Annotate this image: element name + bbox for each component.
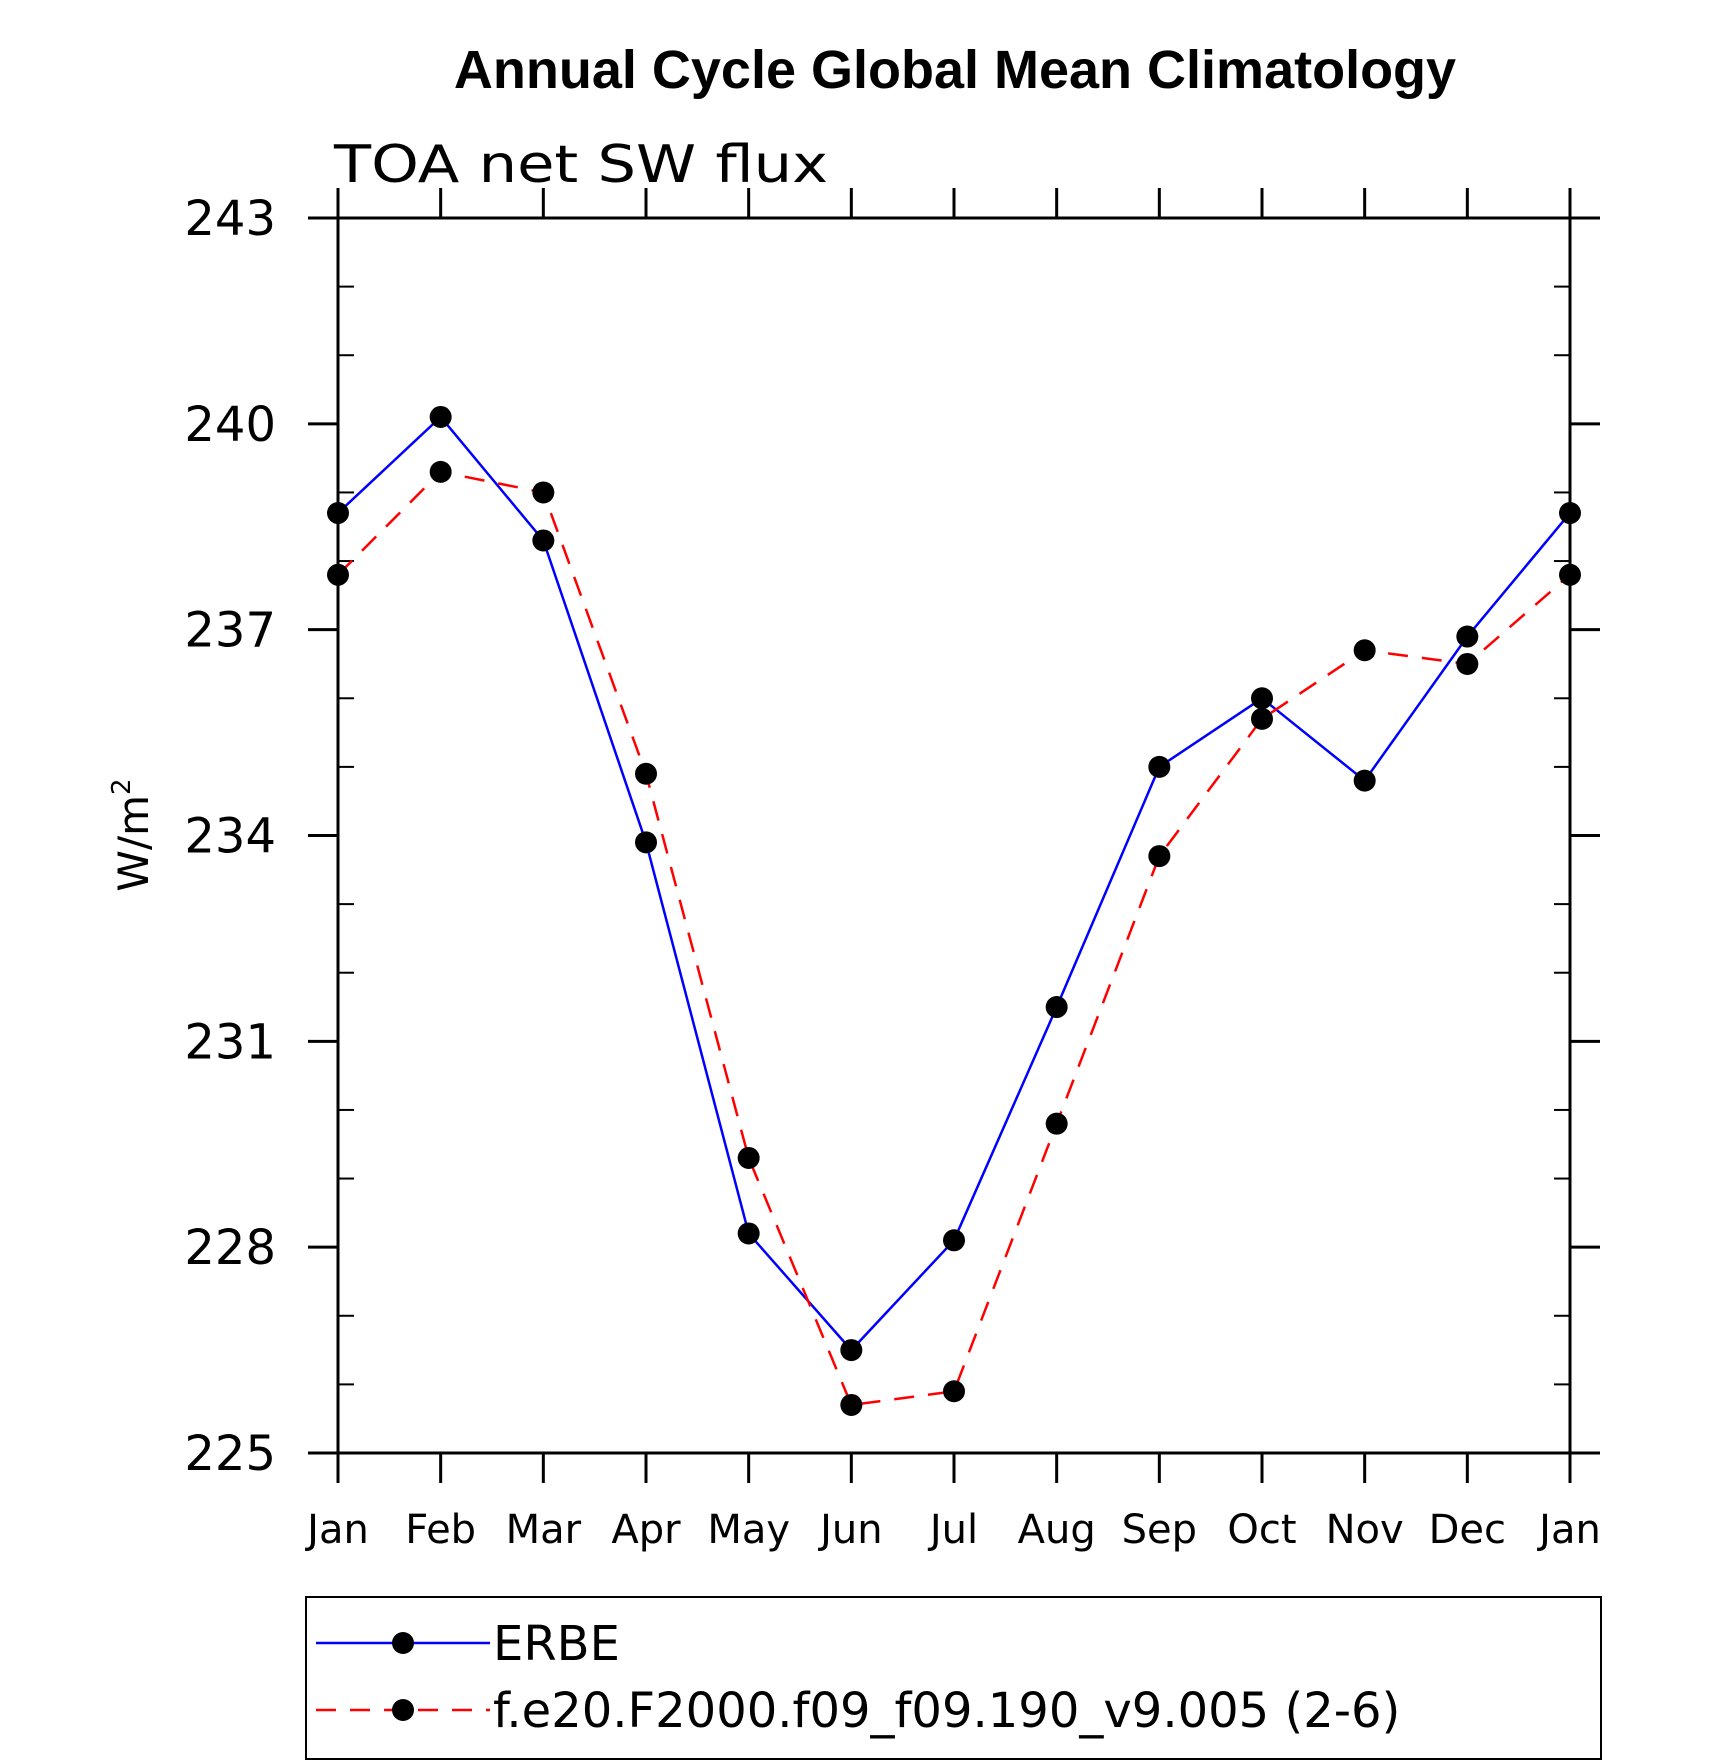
data-point [1251, 707, 1273, 730]
svg-text:W/m2: W/m2 [107, 778, 158, 891]
x-tick-label: May [707, 1507, 790, 1553]
legend-label: ERBE [493, 1616, 620, 1672]
x-tick-label: Apr [611, 1507, 681, 1553]
data-point [327, 502, 349, 525]
axis-ticks [308, 188, 1600, 1483]
data-point [1045, 1112, 1068, 1135]
plot-frame [336, 216, 1572, 1455]
series-1 [327, 405, 1581, 1362]
data-point [1251, 687, 1273, 710]
data-point [737, 1146, 760, 1169]
data-point [429, 460, 452, 483]
y-tick-label: 240 [184, 397, 276, 453]
data-point [327, 563, 349, 586]
chart-subtitle: TOA net SW flux [333, 135, 828, 195]
legend-marker [392, 1632, 414, 1654]
chart-title: Annual Cycle Global Mean Climatology [454, 40, 1456, 100]
y-tick-label: 234 [184, 809, 276, 865]
data-point [1456, 652, 1479, 675]
data-point [1148, 755, 1171, 778]
axis-tick-labels: Jan Feb Mar Apr May Jun Jul Aug Sep Oct Nov Dec Jan 2… [184, 191, 1600, 1553]
x-tick-label: Oct [1227, 1507, 1296, 1553]
data-point [1353, 769, 1376, 792]
legend-item: ERBE [316, 1616, 620, 1672]
data-point [1559, 563, 1581, 586]
y-axis-label-superscript: 2 [107, 778, 137, 795]
series-line [337, 470, 1571, 1407]
legend-item: f.e20.F2000.f09_f09.190_v9.005 (2-6) [316, 1683, 1400, 1739]
data-point [635, 762, 657, 785]
x-tick-label: Dec [1429, 1507, 1506, 1553]
data-point [840, 1339, 863, 1362]
data-point [943, 1229, 965, 1252]
x-tick-label: Feb [405, 1507, 476, 1553]
x-tick-label: Aug [1018, 1507, 1096, 1553]
x-tick-label: Jul [927, 1507, 978, 1553]
data-point [943, 1380, 965, 1403]
data-point [635, 831, 657, 854]
data-point [429, 405, 452, 428]
y-tick-label: 225 [184, 1426, 276, 1482]
data-series [327, 405, 1581, 1416]
data-point [1045, 996, 1068, 1019]
legend-box [305, 1596, 1602, 1760]
legend-marker [392, 1699, 414, 1721]
data-point [1559, 502, 1581, 525]
data-point [840, 1393, 863, 1416]
data-point [1353, 639, 1376, 662]
data-point [532, 529, 555, 552]
x-tick-label: Mar [506, 1507, 582, 1553]
series-2 [327, 460, 1581, 1416]
x-tick-label: Sep [1122, 1507, 1197, 1553]
y-axis-label: W/m2 [107, 778, 158, 891]
data-point [1148, 845, 1171, 868]
x-tick-label: Jan [1536, 1507, 1601, 1553]
x-tick-label: Jun [817, 1507, 883, 1553]
data-point [1456, 625, 1479, 648]
series-line [337, 415, 1571, 1352]
data-point [737, 1222, 760, 1245]
legend-label: f.e20.F2000.f09_f09.190_v9.005 (2-6) [493, 1683, 1400, 1739]
x-tick-label: Jan [304, 1507, 369, 1553]
y-tick-label: 243 [184, 191, 276, 247]
y-tick-label: 231 [184, 1014, 276, 1070]
legend-items: ERBE f.e20.F2000.f09_f09.190_v9.005 (2-6) [316, 1616, 1400, 1739]
y-axis-label-text: W/m [109, 795, 158, 892]
legend: ERBE f.e20.F2000.f09_f09.190_v9.005 (2-6) [305, 1596, 1602, 1760]
data-point [532, 481, 555, 504]
y-tick-label: 237 [184, 603, 276, 659]
x-tick-label: Nov [1326, 1507, 1404, 1553]
y-tick-label: 228 [184, 1220, 276, 1276]
